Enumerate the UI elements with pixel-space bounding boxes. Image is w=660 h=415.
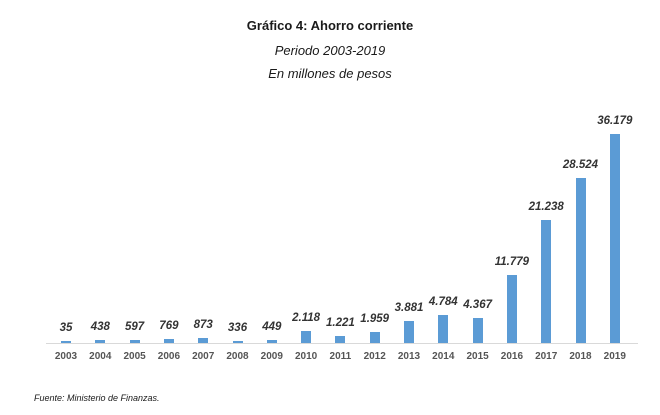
x-tick-label-2003: 2003 bbox=[54, 351, 78, 362]
bar-2008 bbox=[232, 341, 243, 343]
x-tick-label-2005: 2005 bbox=[123, 351, 146, 362]
data-label-2018: 28.524 bbox=[562, 159, 599, 172]
x-tick-label-2007: 2007 bbox=[192, 351, 215, 362]
chart-title: Gráfico 4: Ahorro corriente bbox=[246, 18, 414, 33]
bar-2004 bbox=[95, 340, 106, 343]
data-label-2017: 21.238 bbox=[528, 201, 564, 214]
bar-2006 bbox=[163, 338, 174, 343]
x-tick-label-2008: 2008 bbox=[226, 351, 249, 362]
bar-2015 bbox=[472, 317, 483, 343]
x-tick-label-2009: 2009 bbox=[260, 351, 283, 362]
data-label-2019: 36.179 bbox=[597, 115, 633, 127]
data-label-2010: 2.118 bbox=[292, 311, 321, 324]
bar-2005 bbox=[129, 339, 140, 343]
bar-2017 bbox=[541, 220, 552, 343]
data-label-2013: 3.881 bbox=[394, 301, 424, 314]
chart-subtitle-period: Periodo 2003-2019 bbox=[274, 43, 386, 58]
data-label-2014: 4.784 bbox=[428, 296, 458, 309]
bar-2010 bbox=[301, 330, 312, 343]
bar-2018 bbox=[575, 178, 586, 343]
bar-2019 bbox=[609, 134, 620, 343]
x-tick-label-2010: 2010 bbox=[294, 351, 318, 362]
data-label-2005: 597 bbox=[125, 320, 145, 333]
x-tick-label-2016: 2016 bbox=[500, 351, 524, 362]
data-label-2004: 438 bbox=[90, 321, 110, 334]
x-tick-label-2011: 2011 bbox=[329, 351, 352, 362]
x-tick-label-2018: 2018 bbox=[569, 351, 592, 362]
data-label-2009: 449 bbox=[262, 321, 282, 334]
x-tick-label-2015: 2015 bbox=[466, 351, 489, 362]
x-axis-line bbox=[46, 343, 638, 344]
x-tick-label-2014: 2014 bbox=[432, 351, 455, 362]
data-label-2016: 11.779 bbox=[494, 255, 530, 268]
data-label-2008: 336 bbox=[227, 322, 248, 334]
x-tick-label-2017: 2017 bbox=[535, 351, 558, 362]
chart-subtitle-units: En millones de pesos bbox=[268, 66, 392, 81]
bar-2003 bbox=[61, 341, 71, 343]
x-tick-label-2006: 2006 bbox=[157, 351, 181, 362]
x-tick-label-2013: 2013 bbox=[397, 351, 421, 362]
x-tick-label-2019: 2019 bbox=[603, 351, 626, 362]
data-label-2011: 1.221 bbox=[326, 316, 355, 329]
data-label-2003: 35 bbox=[59, 322, 73, 334]
bar-2016 bbox=[506, 274, 517, 343]
bar-2014 bbox=[438, 315, 449, 343]
data-label-2007: 873 bbox=[193, 318, 213, 331]
x-tick-label-2004: 2004 bbox=[89, 351, 112, 362]
data-label-2006: 769 bbox=[159, 319, 179, 332]
source-note: Fuente: Ministerio de Finanzas. bbox=[34, 393, 160, 403]
bar-2013 bbox=[404, 320, 414, 343]
bar-2011 bbox=[335, 335, 346, 343]
bar-2007 bbox=[198, 337, 209, 343]
x-tick-label-2012: 2012 bbox=[363, 351, 386, 362]
bar-2012 bbox=[369, 331, 380, 343]
data-label-2015: 4.367 bbox=[463, 298, 492, 311]
data-label-2012: 1.959 bbox=[360, 312, 390, 325]
bar-2009 bbox=[266, 340, 277, 343]
